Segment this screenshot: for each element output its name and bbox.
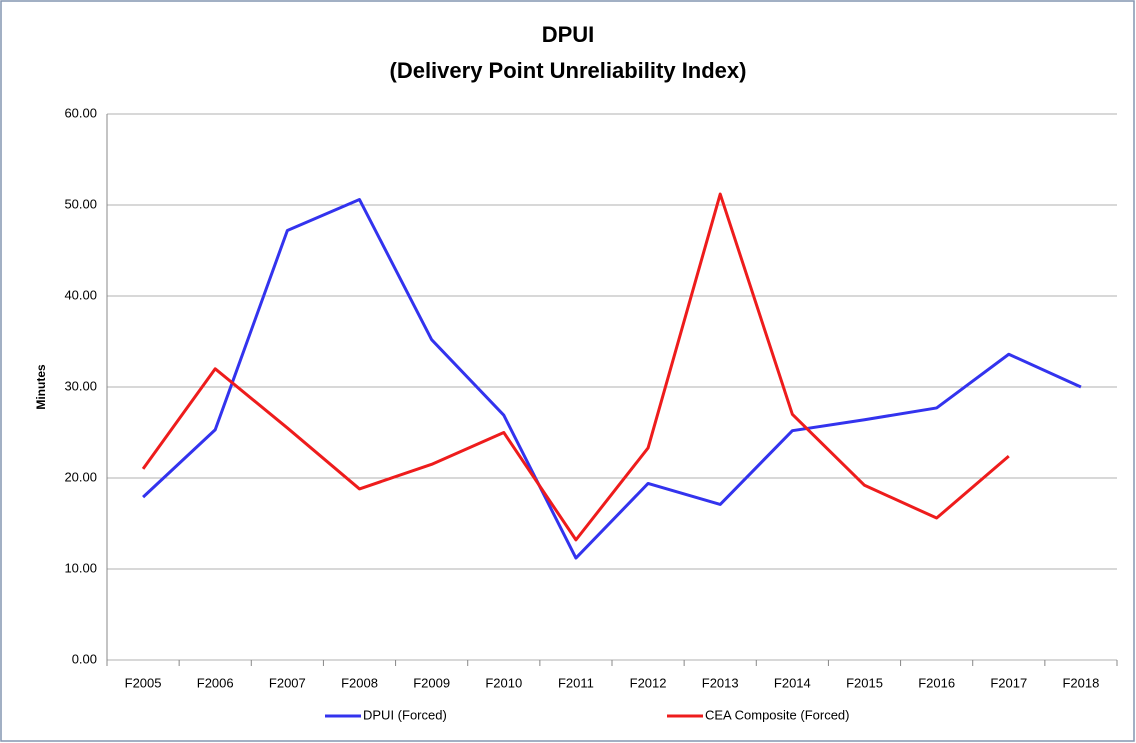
x-tick-label: F2008 <box>341 675 378 690</box>
y-tick-label: 30.00 <box>64 378 97 393</box>
chart-subtitle: (Delivery Point Unreliability Index) <box>390 58 747 83</box>
x-tick-label: F2014 <box>774 675 811 690</box>
y-tick-label: 40.00 <box>64 287 97 302</box>
x-tick-label: F2016 <box>918 675 955 690</box>
x-tick-label: F2005 <box>125 675 162 690</box>
y-tick-label: 10.00 <box>64 560 97 575</box>
legend-label: DPUI (Forced) <box>363 707 447 722</box>
chart-title: DPUI <box>542 22 595 47</box>
x-tick-label: F2007 <box>269 675 306 690</box>
y-axis-label: Minutes <box>34 364 48 410</box>
line-series <box>142 198 1082 560</box>
y-tick-label: 60.00 <box>64 105 97 120</box>
line-series <box>141 192 1010 542</box>
x-tick-label: F2009 <box>413 675 450 690</box>
x-tick-label: F2006 <box>197 675 234 690</box>
x-tick-label: F2011 <box>558 675 594 690</box>
x-tick-label: F2015 <box>846 675 883 690</box>
x-tick-label: F2013 <box>702 675 739 690</box>
y-tick-label: 20.00 <box>64 469 97 484</box>
y-tick-label: 0.00 <box>72 651 97 666</box>
x-tick-label: F2010 <box>485 675 522 690</box>
x-tick-label: F2012 <box>630 675 667 690</box>
x-tick-label: F2018 <box>1062 675 1099 690</box>
legend-label: CEA Composite (Forced) <box>705 707 850 722</box>
x-tick-label: F2017 <box>990 675 1027 690</box>
y-tick-label: 50.00 <box>64 196 97 211</box>
